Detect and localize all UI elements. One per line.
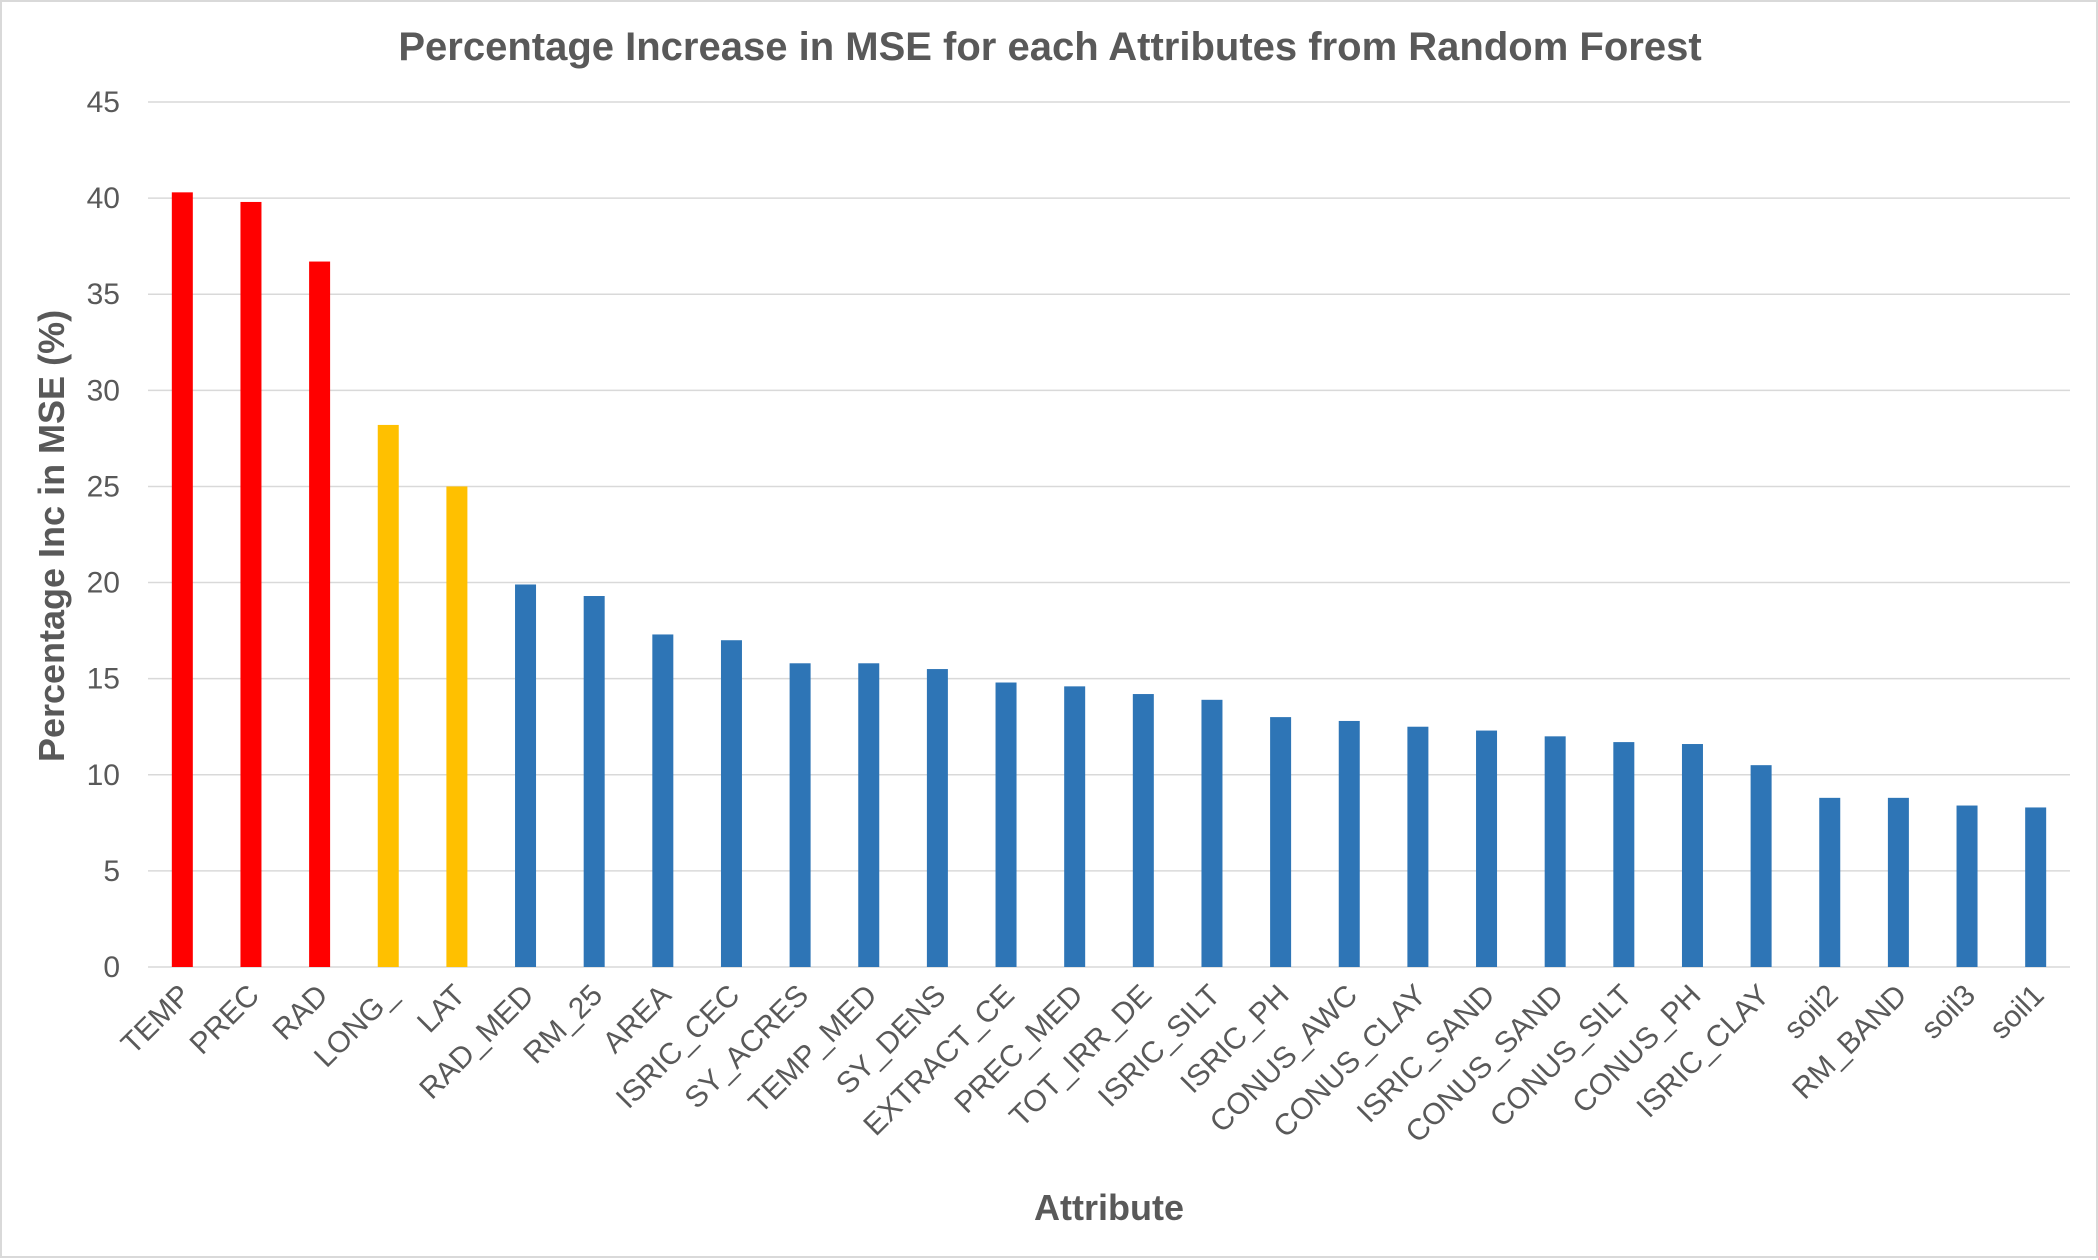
bar-temp-med (858, 663, 880, 967)
bar-conus-ph (1681, 744, 1703, 967)
bar-isric-clay (1750, 765, 1772, 967)
y-tick-label: 5 (103, 855, 120, 888)
bar-sy-dens (926, 669, 948, 967)
bar-isric-ph (1270, 717, 1292, 967)
gridlines (148, 101, 2070, 968)
bar-conus-silt (1613, 742, 1635, 967)
x-axis-title: Attribute (1034, 1187, 1184, 1228)
chart-title: Percentage Increase in MSE for each Attr… (398, 25, 1701, 69)
y-tick-label: 10 (87, 759, 120, 792)
x-tick-label: RM_25 (517, 979, 609, 1071)
bar-soil1 (2025, 807, 2047, 967)
bar-sy-acres (789, 663, 811, 967)
bars (171, 192, 2047, 967)
bar-prec (240, 201, 262, 967)
bar-isric-sand (1476, 730, 1498, 967)
y-tick-label: 40 (87, 182, 120, 215)
bar-rm-25 (583, 596, 605, 967)
bar-rm-band (1887, 797, 1909, 967)
bar-extract-ce (995, 682, 1017, 967)
bar-area (652, 634, 674, 967)
y-tick-label: 15 (87, 663, 120, 696)
bar-tot-irr-de (1132, 694, 1154, 967)
bar-rad (309, 261, 331, 967)
y-tick-label: 0 (103, 951, 120, 984)
y-tick-label: 25 (87, 470, 120, 503)
bar-rad-med (515, 584, 537, 967)
bar-isric-cec (720, 640, 742, 967)
bar-conus-awc (1338, 720, 1360, 967)
x-tick-label: LAT (411, 979, 472, 1040)
x-tick-label: soil3 (1915, 979, 1982, 1046)
y-tick-label: 30 (87, 374, 120, 407)
x-tick-label: soil1 (1984, 979, 2051, 1046)
y-axis-title: Percentage Inc in MSE (%) (31, 310, 72, 762)
bar-conus-sand (1544, 736, 1566, 967)
bar-soil2 (1819, 797, 1841, 967)
bar-temp (171, 192, 193, 967)
bar-prec-med (1064, 686, 1086, 967)
y-tick-label: 45 (87, 86, 120, 119)
y-axis-ticks: 0 5 10 15 20 25 30 35 40 45 (87, 86, 120, 984)
bar-lat (446, 486, 468, 967)
bar-isric-silt (1201, 699, 1223, 967)
bar-long (377, 424, 399, 967)
x-tick-label: PREC (184, 979, 266, 1061)
y-tick-label: 20 (87, 567, 120, 600)
bar-conus-clay (1407, 726, 1429, 967)
x-tick-label: TEMP (115, 979, 197, 1061)
bar-soil3 (1956, 805, 1978, 967)
y-tick-label: 35 (87, 278, 120, 311)
